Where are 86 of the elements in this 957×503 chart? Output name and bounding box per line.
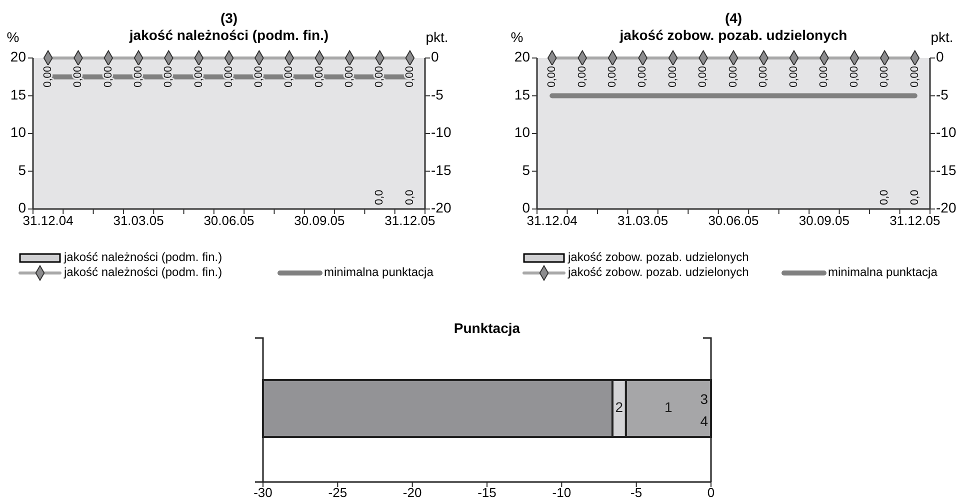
data-label: 0,00: [132, 66, 144, 88]
data-label: 0,00: [908, 66, 921, 88]
text: 3: [700, 391, 708, 408]
data-label: 0,00: [818, 66, 830, 88]
data-label: 0,0: [908, 190, 921, 205]
data-label: 0,0: [374, 190, 386, 205]
y2-tick-label: -5: [936, 86, 949, 102]
data-label: 0,00: [666, 66, 679, 88]
data-label: 0,00: [313, 66, 326, 88]
data-label: 0,00: [344, 66, 356, 88]
y-axis-title: %: [510, 29, 524, 45]
data-label: 0,00: [788, 66, 800, 88]
y-tick-label: 15: [10, 86, 26, 102]
x-tick-label: 0: [707, 485, 715, 500]
data-label: 0,00: [636, 66, 649, 88]
x-tick-label: -15: [478, 485, 496, 500]
chart-title: (3): [220, 10, 238, 26]
x-tick-label: 30.06.05: [204, 213, 254, 228]
x-tick-label: 31.03.05: [113, 213, 164, 228]
y-tick-label: 0: [522, 200, 530, 216]
x-tick-label: 31.03.05: [618, 213, 668, 228]
y2-tick-label: -15: [431, 162, 452, 178]
data-label: 0,00: [253, 66, 266, 88]
data-label: 0,00: [697, 66, 710, 88]
x-tick-label: 30.09.05: [798, 213, 850, 228]
data-label: 0,0: [404, 190, 416, 205]
x-tick-label: -10: [552, 485, 572, 500]
x-tick-label: -25: [328, 485, 348, 500]
x-tick-label: 30.06.05: [708, 213, 759, 228]
y-tick-label: 20: [514, 48, 530, 65]
y-axis-title: %: [6, 29, 20, 45]
chart-subtitle: jakość zobow. pozab. udzielonych: [618, 27, 848, 43]
x-tick-label: -30: [254, 485, 272, 500]
data-label: 0,00: [727, 66, 740, 88]
data-label: 0,00: [102, 66, 114, 88]
y2-tick-label: -5: [431, 86, 444, 102]
data-label: 0,00: [162, 66, 175, 88]
y2-axis-title: pkt.: [930, 29, 954, 45]
x-tick-label: 30.09.05: [294, 213, 345, 228]
y-tick-label: 5: [522, 162, 530, 178]
x-tick-label: 31.12.04: [22, 213, 74, 228]
chart-subtitle: jakość należności (podm. fin.): [128, 27, 329, 43]
y2-tick-label: -10: [431, 124, 452, 140]
x-tick-label: -5: [630, 485, 642, 500]
data-label: 0,00: [606, 66, 618, 88]
y-tick-label: 10: [514, 124, 530, 140]
series-label: 2: [615, 399, 624, 416]
y2-tick-label: -10: [936, 124, 956, 140]
series-label: 1: [664, 399, 673, 416]
legend-label: jakość należności (podm. fin.): [63, 250, 222, 264]
y2-axis-title: pkt.: [426, 29, 448, 45]
data-label: 0,00: [374, 66, 386, 88]
data-label: 0,00: [848, 66, 860, 88]
data-label: 0,00: [576, 66, 588, 88]
y-tick-label: 5: [18, 162, 26, 178]
data-label: 0,00: [222, 66, 235, 88]
data-label: 0,00: [878, 66, 891, 88]
data-label: 0,00: [283, 66, 296, 88]
y-tick-label: 10: [10, 124, 26, 140]
legend-label: jakość zobow. pozab. udzielonych: [567, 265, 749, 280]
y2-tick-label: 0: [936, 48, 944, 65]
legend-label: minimalna punktacja: [828, 265, 938, 280]
data-label: 0,00: [758, 66, 770, 88]
data-label: 0,00: [546, 66, 558, 88]
y-tick-label: 0: [18, 200, 26, 216]
data-label: 0,00: [72, 66, 84, 88]
y-tick-label: 15: [514, 86, 530, 102]
x-tick-label: 31.12.04: [526, 213, 578, 228]
y2-tick-label: -15: [936, 162, 956, 178]
y-tick-label: 20: [10, 48, 26, 65]
data-label: 0,0: [878, 190, 891, 205]
legend-label: minimalna punktacja: [324, 265, 434, 280]
y2-tick-label: -20: [431, 200, 452, 216]
data-label: 0,00: [404, 66, 416, 88]
y2-tick-label: -20: [936, 200, 956, 216]
y2-tick-label: 0: [431, 48, 439, 65]
data-label: 0,00: [42, 66, 54, 88]
x-tick-label: 31.12.05: [890, 213, 940, 228]
x-tick-label: 31.12.05: [384, 213, 436, 228]
data-label: 0,00: [192, 66, 205, 88]
legend-label: jakość zobow. pozab. udzielonych: [567, 250, 749, 264]
text: 4: [700, 413, 708, 430]
chart-title: (4): [724, 10, 742, 26]
x-tick-label: -20: [402, 485, 422, 500]
legend-label: jakość należności (podm. fin.): [63, 265, 222, 280]
chart-title: Punktacja: [454, 320, 520, 336]
